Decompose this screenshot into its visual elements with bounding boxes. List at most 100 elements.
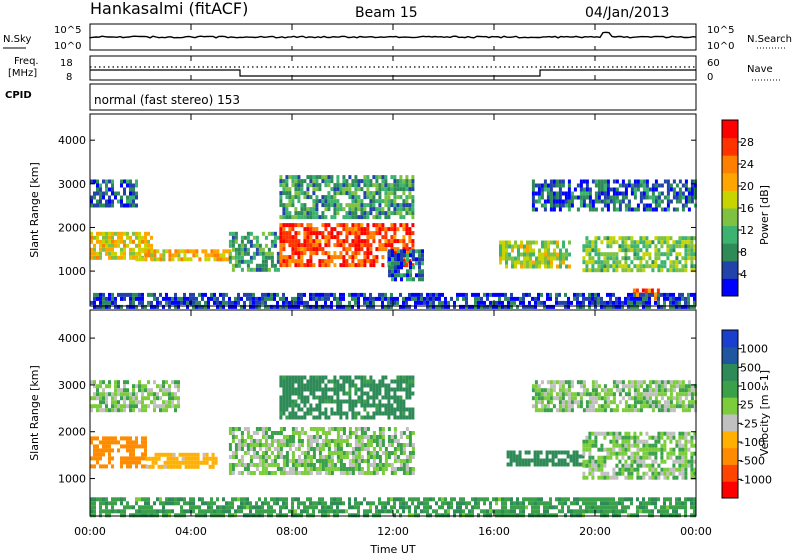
heatmap-cell — [336, 509, 339, 514]
heatmap-cell — [345, 223, 349, 228]
heatmap-cell — [117, 292, 120, 297]
heatmap-cell — [294, 191, 298, 196]
heatmap-cell — [504, 509, 507, 514]
heatmap-cell — [435, 509, 438, 514]
heatmap-cell — [585, 475, 589, 480]
heatmap-cell — [372, 501, 375, 506]
heatmap-cell — [603, 264, 607, 269]
cpid-text: normal (fast stereo) 153 — [94, 93, 240, 107]
heatmap-cell — [384, 467, 388, 471]
heatmap-cell — [168, 296, 171, 301]
heatmap-cell — [273, 471, 277, 475]
heatmap-cell — [690, 443, 694, 448]
heatmap-cell — [654, 179, 658, 184]
heatmap-cell — [309, 207, 313, 212]
heatmap-cell — [354, 235, 358, 240]
heatmap-cell — [327, 255, 331, 260]
heatmap-cell — [681, 264, 685, 269]
heatmap-cell — [309, 383, 313, 388]
heatmap-cell — [591, 463, 595, 468]
heatmap-cell — [606, 268, 610, 273]
heatmap-cell — [276, 501, 279, 506]
heatmap-cell — [675, 199, 679, 204]
heatmap-cell — [540, 408, 544, 413]
heatmap-cell — [534, 392, 538, 397]
heatmap-cell — [421, 277, 424, 282]
heatmap-cell — [594, 384, 598, 389]
heatmap-cell — [396, 227, 400, 232]
heatmap-cell — [258, 251, 262, 256]
heatmap-cell — [582, 443, 586, 448]
heatmap-cell — [120, 513, 123, 518]
heatmap-cell — [111, 183, 114, 188]
heatmap-cell — [168, 497, 171, 502]
heatmap-cell — [402, 509, 405, 514]
heatmap-cell — [360, 443, 364, 447]
heatmap-cell — [684, 463, 688, 468]
heatmap-cell — [318, 509, 321, 514]
heatmap-cell — [294, 179, 298, 184]
heatmap-cell — [393, 195, 397, 200]
heatmap-cell — [409, 269, 412, 274]
heatmap-cell — [99, 501, 102, 506]
heatmap-cell — [684, 179, 688, 184]
heatmap-cell — [396, 183, 400, 188]
heatmap-cell — [369, 509, 372, 514]
heatmap-cell — [438, 296, 441, 301]
heatmap-cell — [363, 215, 367, 220]
heatmap-cell — [609, 240, 613, 245]
heatmap-cell — [645, 443, 649, 448]
heatmap-cell — [129, 235, 132, 240]
heatmap-cell — [372, 215, 376, 220]
heatmap-cell — [572, 458, 576, 463]
heatmap-cell — [603, 191, 607, 196]
heatmap-cell — [348, 195, 352, 200]
heatmap-cell — [159, 388, 162, 393]
heatmap-cell — [509, 462, 513, 467]
heatmap-cell — [642, 396, 646, 401]
heatmap-cell — [543, 388, 547, 393]
heatmap-cell — [327, 471, 331, 475]
heatmap-cell — [360, 467, 364, 471]
heatmap-cell — [429, 497, 432, 502]
heatmap-cell — [384, 175, 388, 180]
heatmap-cell — [441, 513, 444, 518]
heatmap-cell — [186, 257, 190, 262]
heatmap-cell — [648, 187, 652, 192]
heatmap-cell — [551, 462, 555, 467]
heatmap-cell — [612, 199, 616, 204]
heatmap-cell — [309, 251, 313, 256]
heatmap-cell — [114, 243, 117, 248]
heatmap-cell — [369, 235, 373, 240]
heatmap-cell — [360, 415, 364, 420]
heatmap-cell — [666, 183, 670, 188]
heatmap-cell — [168, 257, 172, 262]
heatmap-cell — [639, 292, 642, 297]
heatmap-cell — [276, 513, 279, 518]
heatmap-cell — [339, 459, 343, 463]
heatmap-cell — [252, 296, 255, 301]
heatmap-cell — [285, 439, 289, 443]
heatmap-cell — [555, 408, 559, 413]
heatmap-cell — [480, 304, 483, 309]
heatmap-cell — [621, 439, 625, 444]
heatmap-cell — [160, 452, 164, 457]
heatmap-cell — [615, 463, 619, 468]
heatmap-cell — [505, 256, 508, 261]
heatmap-cell — [123, 392, 126, 397]
heatmap-cell — [624, 296, 627, 301]
heatmap-cell — [102, 388, 105, 393]
heatmap-cell — [318, 231, 322, 236]
heatmap-cell — [585, 183, 589, 188]
heatmap-cell — [327, 251, 331, 256]
heatmap-cell — [573, 392, 577, 397]
heatmap-cell — [524, 462, 528, 467]
heatmap-cell — [324, 509, 327, 514]
heatmap-cell — [270, 509, 273, 514]
heatmap-cell — [615, 475, 619, 480]
heatmap-cell — [126, 388, 129, 393]
heatmap-cell — [606, 400, 610, 405]
heatmap-cell — [558, 392, 562, 397]
heatmap-cell — [222, 292, 225, 297]
heatmap-cell — [606, 236, 610, 241]
